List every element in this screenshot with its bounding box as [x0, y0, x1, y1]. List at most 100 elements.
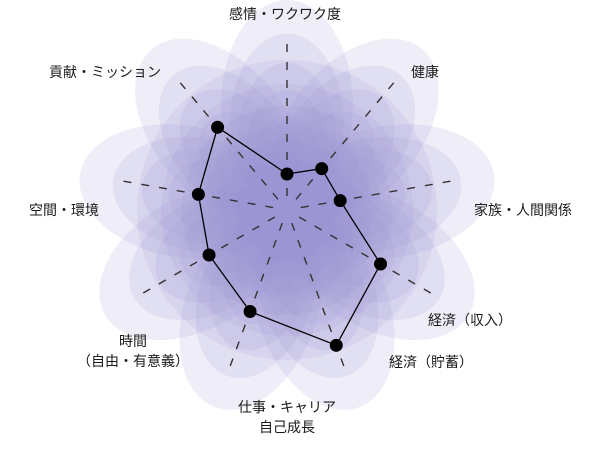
petal-l6-4: [273, 208, 318, 259]
tick-4-3: [303, 256, 308, 265]
tick-1-4: [330, 151, 337, 159]
tick-7-1: [265, 205, 274, 209]
tick-1-1: [295, 192, 302, 200]
tick-8-5: [226, 137, 233, 145]
tick-5-5: [254, 290, 259, 299]
petal-l6-6: [240, 199, 290, 246]
tick-4-2: [297, 239, 302, 248]
tick-3-7: [392, 270, 400, 276]
tick-4-9: [340, 358, 345, 367]
tick-4-4: [309, 273, 314, 282]
tick-6-2: [252, 225, 260, 231]
tick-2-5: [371, 192, 380, 196]
petal-l6-8: [247, 166, 295, 215]
petal-l4-6: [201, 195, 291, 272]
tick-3-1: [298, 216, 307, 222]
tick-5-8: [235, 341, 240, 350]
axis-label-0: 感情・ワクワク度: [229, 6, 341, 23]
tick-6-3: [236, 234, 245, 240]
axis-label-3: 経済（収入）: [428, 313, 512, 329]
tick-8-2: [260, 178, 267, 186]
ring-1: [161, 84, 413, 336]
tick-8-8: [191, 96, 198, 104]
data-point-0: [280, 167, 294, 181]
petal-l6-3: [284, 199, 334, 246]
petal-l4-0: [252, 115, 322, 210]
tick-8-4: [237, 151, 244, 159]
tick-4-6: [321, 307, 326, 316]
tick-4-5: [315, 290, 320, 299]
tick-5-7: [241, 324, 246, 333]
axis-label-6: 時間 （自由・有意義）: [77, 334, 189, 370]
tick-8-1: [272, 192, 279, 200]
axis-label-6-line-0: 時間: [119, 334, 147, 350]
tick-1-9: [388, 82, 395, 90]
petal-l4-3: [283, 195, 373, 272]
axis-label-5: 仕事・キャリア自己成長: [238, 400, 336, 436]
tick-2-9: [442, 180, 451, 184]
tick-6-4: [220, 243, 229, 249]
petal-l4-5: [234, 208, 307, 301]
data-series-line: [197, 126, 382, 347]
axis-label-4: 経済（貯蓄）: [389, 355, 473, 371]
tick-6-7: [174, 270, 182, 276]
ring-6: [251, 174, 323, 246]
petal-l6-1: [279, 166, 327, 215]
tick-5-4: [260, 273, 265, 282]
tick-5-2: [272, 239, 277, 248]
tick-1-8: [376, 96, 383, 104]
axis-label-8: 貢献・ミッション: [49, 65, 161, 81]
ring-3: [201, 124, 373, 296]
tick-7-9: [123, 180, 132, 184]
ring-0: [137, 60, 437, 360]
petal-l4-4: [267, 208, 340, 301]
tick-3-9: [423, 288, 432, 294]
tick-3-4: [345, 243, 354, 249]
tick-2-7: [407, 186, 416, 190]
petal-l4-8: [216, 131, 297, 217]
tick-7-8: [141, 183, 150, 187]
tick-3-8: [407, 279, 416, 285]
tick-1-7: [364, 109, 372, 117]
axis-label-5-line-1: 自己成長: [259, 420, 315, 436]
tick-3-3: [329, 234, 338, 240]
tick-6-1: [267, 216, 276, 222]
data-point-6: [202, 248, 216, 262]
petal-l4-2: [286, 167, 381, 237]
tick-4-1: [291, 222, 296, 231]
tick-7-7: [158, 186, 167, 190]
petal-l3-3: [283, 193, 395, 287]
tick-8-7: [202, 109, 210, 117]
tick-2-4: [353, 196, 362, 199]
axis-label-7: 空間・環境: [29, 203, 99, 219]
data-point-7: [191, 187, 205, 201]
axis-label-5-line-0: 仕事・キャリア: [238, 400, 336, 416]
petal-l3-7: [168, 157, 288, 242]
ring-4: [219, 142, 355, 278]
tick-7-4: [212, 196, 221, 199]
petal-l3-0: [245, 90, 329, 210]
tick-3-2: [314, 225, 322, 231]
tick-2-8: [424, 183, 433, 187]
tick-3-5: [361, 252, 369, 258]
tick-5-3: [266, 256, 271, 265]
tick-7-3: [229, 199, 238, 203]
petal-l4-7: [193, 167, 288, 237]
axis-label-6-line-1: （自由・有意義）: [77, 353, 189, 370]
petal-l3-4: [263, 208, 352, 325]
tick-6-8: [158, 279, 167, 285]
tick-1-5: [341, 137, 348, 145]
tick-2-6: [389, 189, 398, 193]
tick-5-9: [229, 358, 234, 367]
tick-2-1: [300, 205, 309, 209]
tick-6-6: [189, 261, 198, 267]
ring-2: [182, 105, 392, 315]
petal-l6-5: [256, 208, 301, 259]
data-point-5: [243, 304, 257, 318]
data-points: [191, 120, 388, 352]
tick-4-7: [328, 324, 333, 333]
tick-5-1: [278, 222, 283, 231]
tick-8-3: [249, 165, 256, 173]
tick-7-6: [176, 189, 185, 193]
